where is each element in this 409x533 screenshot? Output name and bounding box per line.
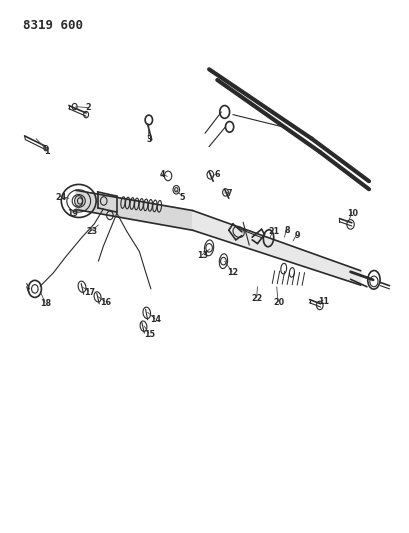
Text: 1: 1 (44, 148, 50, 156)
Polygon shape (192, 211, 360, 285)
Text: 7: 7 (226, 189, 232, 198)
Text: 5: 5 (179, 193, 185, 201)
Text: 20: 20 (272, 298, 284, 307)
Text: 15: 15 (144, 330, 155, 338)
Text: 8: 8 (283, 226, 289, 235)
Text: 19: 19 (67, 209, 78, 217)
Text: 8319 600: 8319 600 (22, 19, 82, 31)
Text: 6: 6 (214, 171, 220, 179)
Text: 13: 13 (197, 252, 208, 260)
Text: 14: 14 (150, 316, 161, 324)
Text: 2: 2 (85, 103, 91, 112)
Text: 4: 4 (159, 171, 164, 179)
Polygon shape (76, 190, 192, 230)
Text: 24: 24 (55, 193, 66, 201)
Text: 9: 9 (294, 231, 299, 240)
Text: 18: 18 (40, 300, 52, 308)
Text: 16: 16 (100, 298, 111, 307)
Text: 11: 11 (318, 297, 328, 305)
Text: 21: 21 (267, 228, 279, 236)
Text: 12: 12 (227, 269, 238, 277)
Text: 23: 23 (86, 228, 98, 236)
Text: 17: 17 (84, 288, 94, 296)
Text: 10: 10 (346, 209, 357, 217)
Text: 3: 3 (146, 135, 152, 144)
Text: 22: 22 (251, 294, 263, 303)
